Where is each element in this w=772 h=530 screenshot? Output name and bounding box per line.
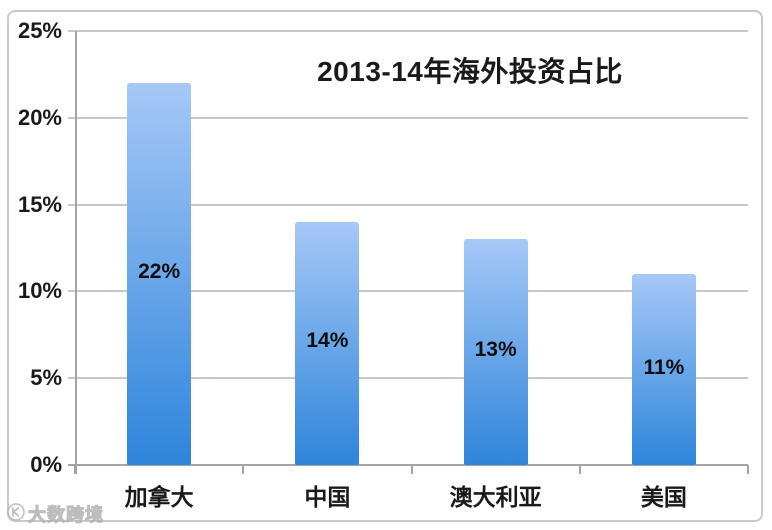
bar bbox=[295, 221, 360, 465]
x-tick-label: 加拿大 bbox=[124, 484, 194, 510]
gridline bbox=[68, 203, 748, 206]
bar-value-label: 11% bbox=[643, 355, 685, 379]
x-axis-line bbox=[68, 464, 748, 466]
y-tick-label: 5% bbox=[30, 365, 62, 391]
axis-tick bbox=[74, 465, 76, 474]
gridline bbox=[68, 30, 748, 32]
gridline bbox=[68, 290, 748, 293]
watermark-text: 大数跨境 bbox=[28, 505, 104, 526]
x-tick-label: 中国 bbox=[304, 484, 351, 510]
y-axis-line bbox=[75, 31, 77, 474]
chart-title: 2013-14年海外投资占比 bbox=[317, 56, 623, 87]
bar bbox=[631, 274, 696, 465]
y-tick-label: 20% bbox=[17, 104, 62, 130]
bar bbox=[463, 239, 528, 465]
bar-value-label: 13% bbox=[474, 338, 517, 362]
x-tick-label: 澳大利亚 bbox=[449, 484, 542, 510]
y-tick-label: 15% bbox=[17, 191, 62, 217]
y-tick-label: 0% bbox=[30, 452, 62, 477]
bar-value-label: 22% bbox=[138, 260, 181, 284]
axis-tick bbox=[747, 465, 749, 474]
brand-logo-icon bbox=[6, 502, 26, 527]
axis-tick bbox=[578, 465, 581, 474]
gridline bbox=[68, 116, 748, 119]
gridline bbox=[68, 377, 748, 380]
bar bbox=[127, 83, 192, 465]
axis-tick bbox=[242, 465, 245, 474]
watermark: 大数跨境 bbox=[6, 501, 104, 527]
y-tick-label: 25% bbox=[17, 18, 62, 43]
y-tick-label: 10% bbox=[17, 278, 62, 304]
axis-tick bbox=[410, 465, 413, 474]
x-tick-label: 美国 bbox=[640, 484, 687, 510]
bar-value-label: 14% bbox=[306, 329, 349, 353]
